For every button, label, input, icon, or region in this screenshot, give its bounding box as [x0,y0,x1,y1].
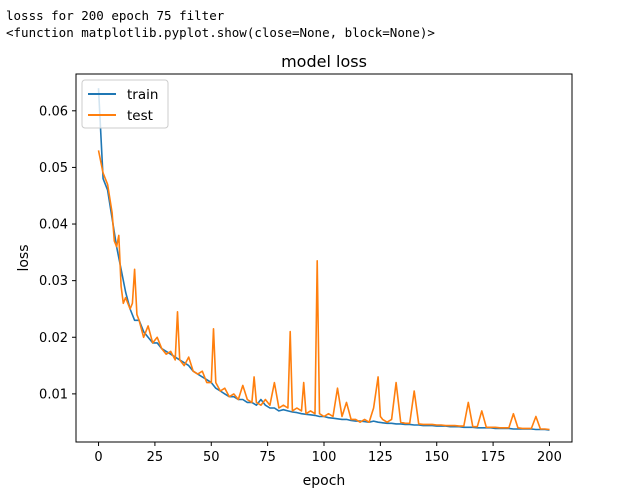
x-axis-label: epoch [303,473,346,489]
y-axis-ticks: 0.01 0.02 0.03 0.04 0.05 0.06 [39,104,76,402]
output-line-2: <function matplotlib.pyplot.show(close=N… [6,25,435,40]
x-tick-label: 125 [368,450,393,465]
legend-label-train: train [127,87,158,103]
legend-label-test: test [127,108,153,124]
series-line-test [97,150,550,431]
series-lines [97,88,550,431]
series-line-train [97,88,550,431]
y-tick-label: 0.06 [39,104,68,119]
x-tick-label: 100 [312,450,337,465]
x-tick-label: 200 [537,450,562,465]
x-tick-label: 150 [424,450,449,465]
x-tick-label: 50 [203,450,220,465]
y-tick-label: 0.04 [39,218,68,233]
y-axis-label: loss [16,244,32,271]
y-tick-label: 0.05 [39,161,68,176]
x-axis-ticks: 0 25 50 75 100 125 150 175 200 [94,442,562,465]
y-tick-label: 0.01 [39,387,68,402]
x-tick-label: 75 [259,450,276,465]
output-line-1: losss for 200 epoch 75 filter [6,8,225,23]
x-tick-label: 175 [481,450,506,465]
y-tick-label: 0.03 [39,274,68,289]
chart-title: model loss [281,52,367,71]
y-tick-label: 0.02 [39,331,68,346]
legend: train test [81,79,169,129]
plot-frame [75,73,573,443]
x-tick-label: 0 [94,450,102,465]
x-tick-label: 25 [147,450,164,465]
